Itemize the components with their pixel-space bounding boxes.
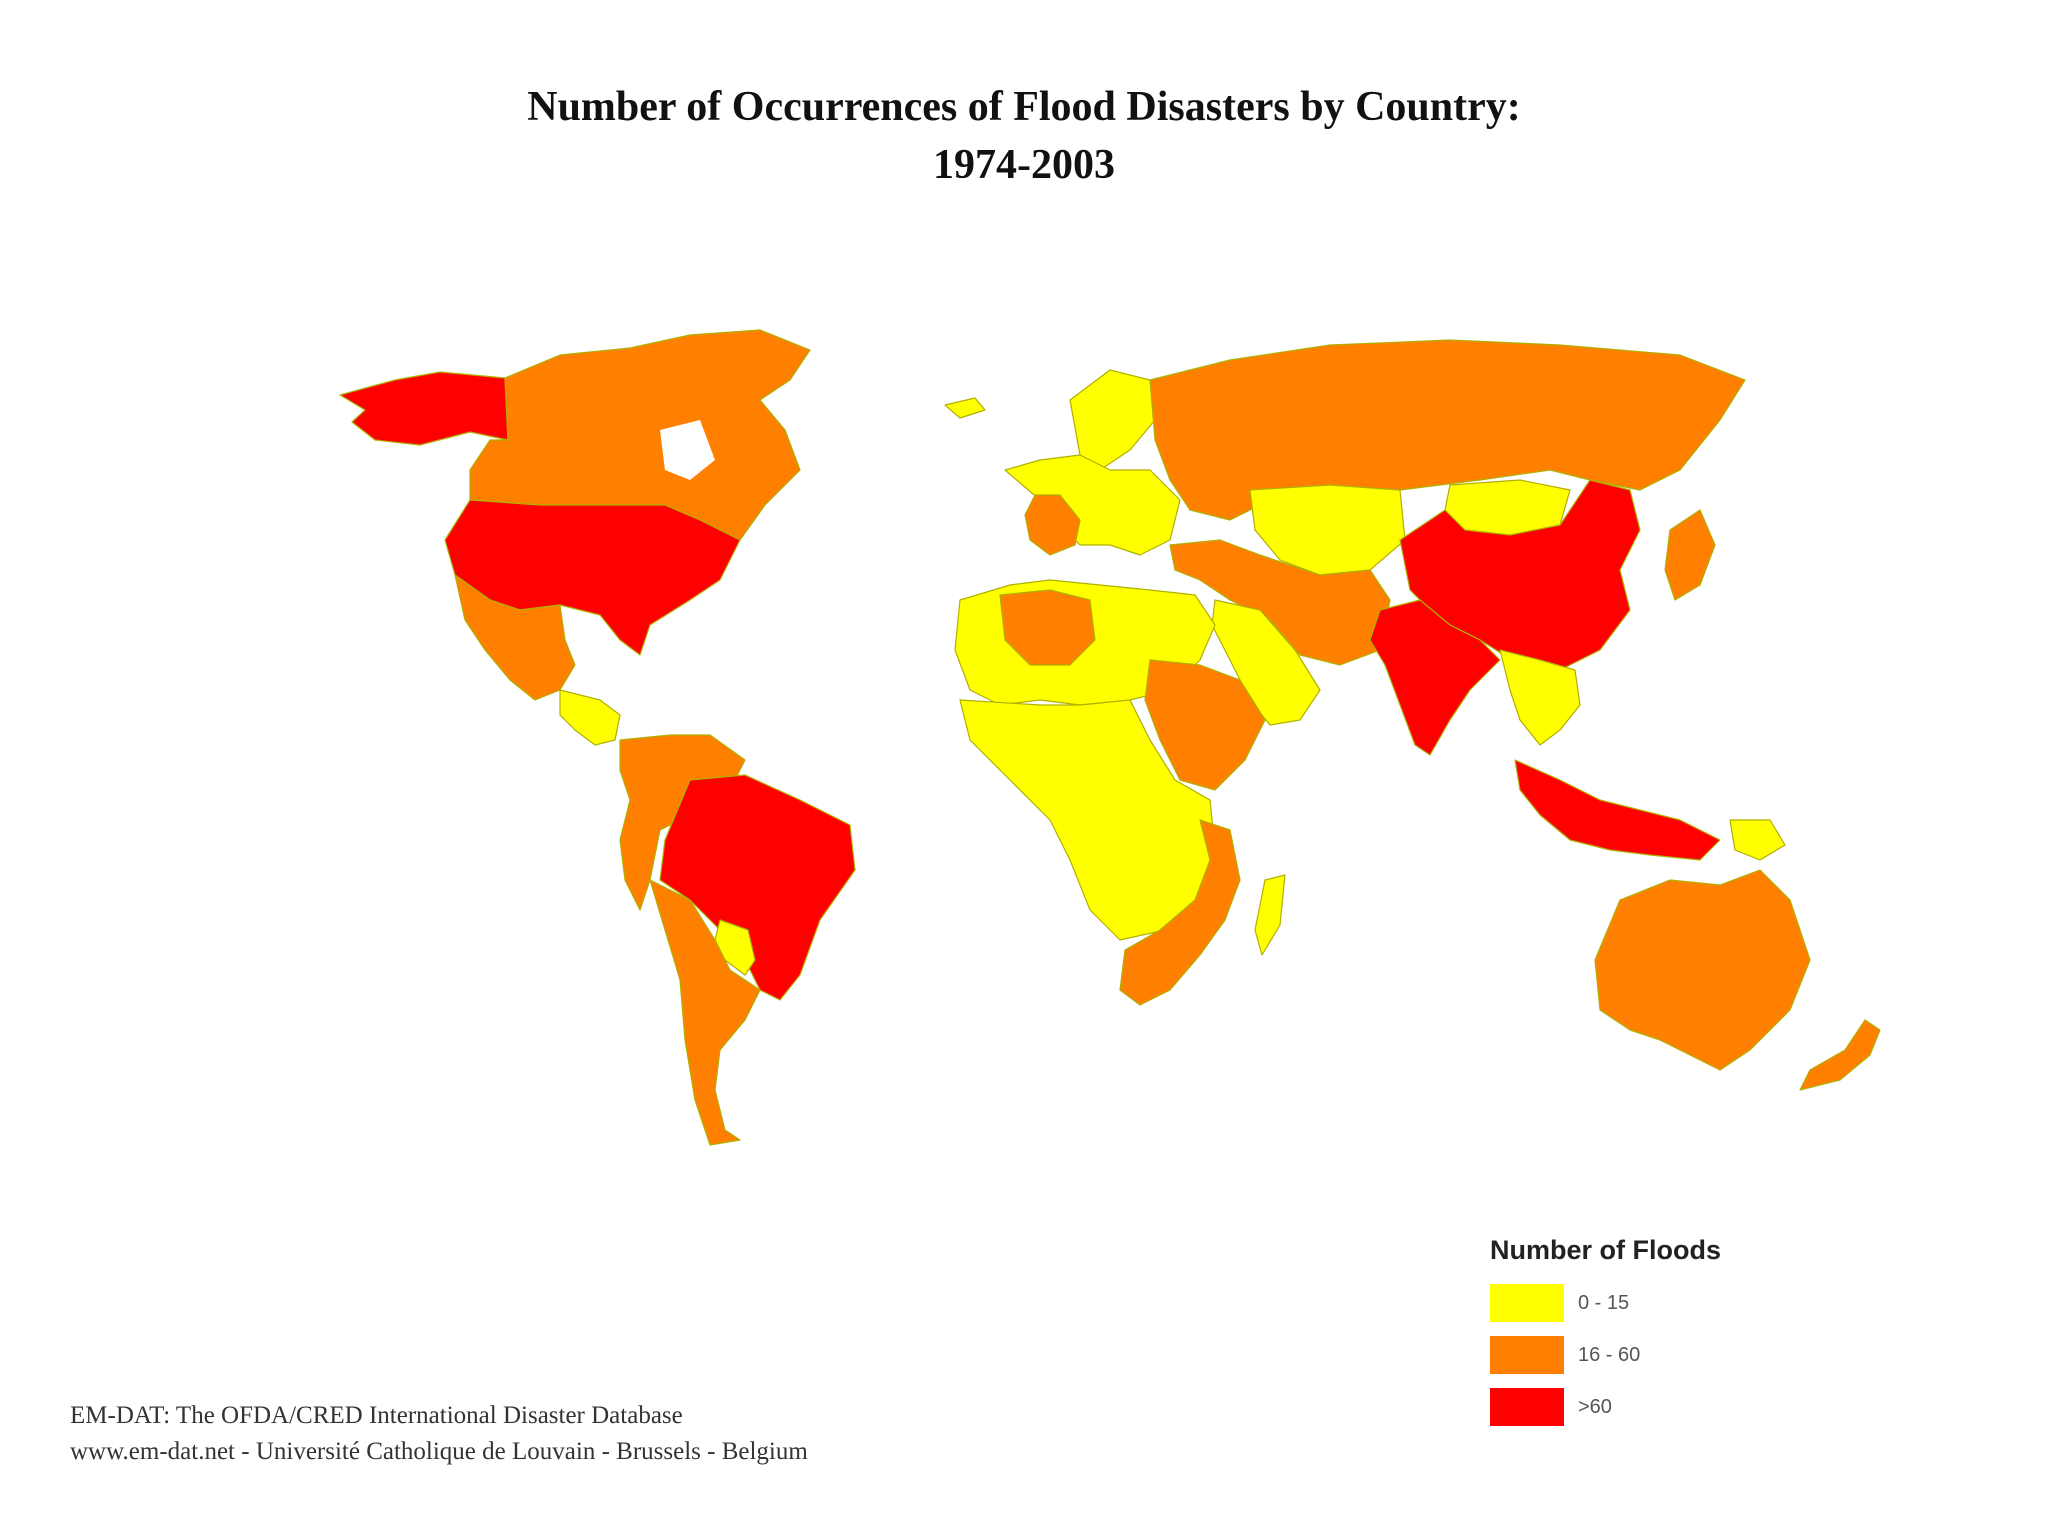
legend-item-low: 0 - 15 (1490, 1284, 1790, 1322)
region-southern-south-america (649, 879, 761, 1146)
region-middle-east-turkey-iran (1169, 539, 1391, 666)
legend-label-high: >60 (1578, 1395, 1612, 1418)
legend-item-mid: 16 - 60 (1490, 1336, 1790, 1374)
legend-swatch-high (1490, 1388, 1564, 1426)
legend-title: Number of Floods (1490, 1235, 1721, 1265)
region-central-america (559, 689, 621, 746)
legend-item-high: >60 (1490, 1388, 1790, 1426)
region-mexico (454, 574, 576, 701)
region-brazil (659, 774, 856, 1001)
legend-swatch-low (1490, 1284, 1564, 1322)
region-greenland (819, 319, 901, 391)
region-arabia (1211, 599, 1321, 726)
legend-label-mid: 16 - 60 (1578, 1343, 1641, 1366)
region-iceland (944, 397, 986, 419)
region-algeria (999, 589, 1096, 666)
source-line-1: EM-DAT: The OFDA/CRED International Disa… (70, 1402, 683, 1429)
region-australia (1594, 869, 1811, 1071)
region-southern-africa (1119, 819, 1241, 1006)
region-india (1369, 599, 1501, 756)
legend-swatch-mid (1490, 1336, 1564, 1374)
region-russia (1149, 339, 1746, 521)
region-papua-new-guinea (1729, 819, 1786, 861)
region-japan (1664, 509, 1716, 601)
map-title-line-2: 1974-2003 (933, 142, 1115, 188)
region-madagascar (1254, 874, 1286, 956)
region-alaska (339, 371, 509, 446)
legend-label-low: 0 - 15 (1578, 1291, 1630, 1314)
region-indonesia (1514, 759, 1721, 861)
region-sudan-ethiopia (1144, 659, 1266, 791)
region-new-zealand (1799, 1019, 1881, 1091)
source-credit: EM-DAT: The OFDA/CRED International Disa… (70, 1398, 808, 1470)
region-canada (469, 329, 811, 541)
hudson-bay (660, 420, 715, 480)
map-title-line-1: Number of Occurrences of Flood Disasters… (527, 84, 1521, 130)
region-southeast-asia (1499, 649, 1581, 746)
region-iberia-france (1024, 494, 1081, 556)
map-legend: Number of Floods 0 - 15 16 - 60 >60 (1490, 1235, 1790, 1440)
source-line-2: www.em-dat.net - Université Catholique d… (70, 1438, 808, 1465)
region-scandinavia (1069, 369, 1156, 471)
map-title: Number of Occurrences of Flood Disasters… (0, 78, 2048, 194)
